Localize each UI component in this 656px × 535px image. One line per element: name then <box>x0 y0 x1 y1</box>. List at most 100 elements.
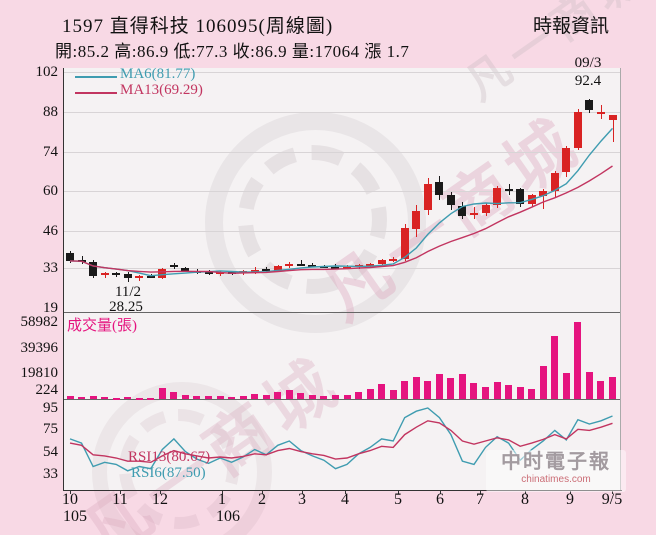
candle-body <box>124 274 132 278</box>
candle-body <box>89 262 97 276</box>
candle-body <box>147 276 155 278</box>
candle-body <box>424 184 432 210</box>
price-gridline <box>63 152 620 153</box>
volume-bar <box>436 374 443 399</box>
candle-body <box>609 115 617 120</box>
candle-body <box>78 260 86 262</box>
candle-body <box>435 182 443 195</box>
x-axis-tick <box>120 490 121 494</box>
candle-body <box>285 264 293 266</box>
x-axis-month-label: 10 <box>62 491 78 508</box>
x-axis-month-label: 8 <box>521 491 529 508</box>
candle-body <box>574 112 582 148</box>
x-axis-year-label: 106 <box>216 508 240 525</box>
y-axis-label: 60 <box>43 183 58 199</box>
volume-bar <box>263 395 270 399</box>
x-axis-tick <box>612 490 613 494</box>
x-axis-month-label: 5 <box>394 491 402 508</box>
volume-bar <box>482 387 489 399</box>
volume-bar <box>401 381 408 399</box>
candle-body <box>262 269 270 271</box>
candle-body <box>205 272 213 274</box>
volume-bar <box>309 395 316 399</box>
rsi6-label: RSI6(87.50) <box>131 465 206 481</box>
x-axis-tick <box>480 490 481 494</box>
x-axis-tick <box>570 490 571 494</box>
low-annotation-date: 11/2 <box>114 284 142 300</box>
volume-bar <box>78 397 85 399</box>
candle-body <box>308 265 316 267</box>
volume-bar <box>494 382 501 399</box>
candle-body <box>181 268 189 271</box>
x-axis-tick <box>222 490 223 494</box>
x-axis-tick <box>345 490 346 494</box>
candle-body <box>170 265 178 267</box>
chinatimes-watermark-badge: 中时電子報 chinatimes.com <box>486 450 626 492</box>
y-axis-label: 95 <box>43 400 58 416</box>
y-axis-label: 54 <box>43 444 58 460</box>
ma6-legend-label: MA6(81.77) <box>120 66 196 82</box>
x-axis-month-label: 9 <box>566 491 574 508</box>
candle-body <box>320 266 328 268</box>
candle-body <box>378 260 386 264</box>
volume-bar <box>251 394 258 399</box>
y-axis-label: 39396 <box>20 340 59 356</box>
volume-bar <box>459 374 466 399</box>
volume-bar <box>447 378 454 399</box>
candle-body <box>482 205 490 213</box>
volume-bar <box>113 398 120 400</box>
volume-bar <box>182 395 189 399</box>
price-gridline <box>63 72 620 73</box>
candle-body <box>101 273 109 275</box>
x-axis-month-label: 4 <box>341 491 349 508</box>
candle-wick <box>138 275 140 281</box>
x-axis-month-label: 3 <box>298 491 306 508</box>
candle-body <box>528 195 536 204</box>
chinatimes-badge-url: chinatimes.com <box>521 474 591 485</box>
volume-bar <box>193 396 200 399</box>
candle-body <box>297 264 305 266</box>
x-axis-tick <box>525 490 526 494</box>
right-border-line <box>620 68 621 490</box>
volume-bar <box>378 384 385 399</box>
x-axis-tick <box>262 490 263 494</box>
volume-bar <box>170 392 177 399</box>
candle-body <box>66 253 74 261</box>
y-axis-label: 19 <box>43 300 58 316</box>
x-axis-month-label: 2 <box>258 491 266 508</box>
y-axis-label: 19810 <box>20 365 59 381</box>
x-axis-year-label: 105 <box>63 508 87 525</box>
volume-panel-label: 成交量(張) <box>67 318 137 334</box>
candle-body <box>193 271 201 273</box>
candle-body <box>366 264 374 266</box>
volume-bar <box>136 398 143 400</box>
candle-body <box>135 276 143 278</box>
volume-bar <box>424 381 431 399</box>
y-axis-line <box>63 68 64 491</box>
volume-bar <box>124 397 131 399</box>
candle-body <box>516 189 524 204</box>
candle-body <box>331 267 339 269</box>
x-axis-tick <box>440 490 441 494</box>
candle-body <box>112 273 120 275</box>
volume-bar <box>332 395 339 399</box>
volume-bar <box>147 398 154 400</box>
price-gridline <box>63 191 620 192</box>
y-axis-label: 33 <box>43 260 58 276</box>
candle-body <box>505 189 513 191</box>
candle-body <box>585 100 593 110</box>
volume-bar <box>101 397 108 399</box>
candle-body <box>447 195 455 205</box>
candle-body <box>458 206 466 216</box>
candle-body <box>158 269 166 278</box>
y-axis-label: 33 <box>43 466 58 482</box>
x-axis-month-label: 11 <box>112 491 128 508</box>
candle-body <box>228 272 236 274</box>
volume-bar <box>355 392 362 399</box>
y-axis-label: 75 <box>43 421 58 437</box>
candle-body <box>470 213 478 215</box>
volume-bar <box>413 377 420 399</box>
candle-body <box>401 228 409 259</box>
candle-body <box>389 259 397 261</box>
